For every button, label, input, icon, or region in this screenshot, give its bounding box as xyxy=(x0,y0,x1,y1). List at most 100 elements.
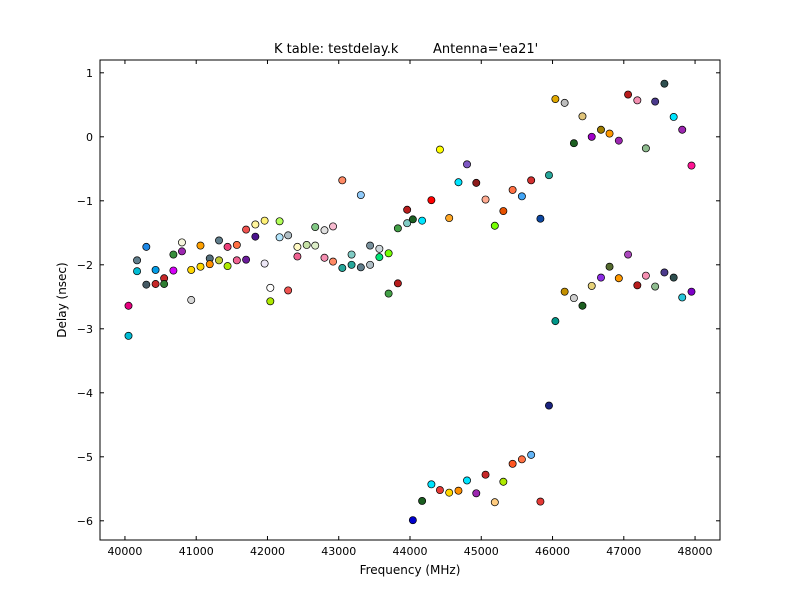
data-point xyxy=(275,233,284,242)
data-point xyxy=(215,236,223,245)
data-point xyxy=(356,263,365,272)
data-point xyxy=(536,497,545,506)
data-point xyxy=(293,242,302,251)
data-point xyxy=(375,244,384,253)
y-tick-label: 0 xyxy=(86,131,93,144)
data-point xyxy=(196,262,205,271)
data-point xyxy=(527,450,536,459)
data-point xyxy=(587,281,596,290)
data-point xyxy=(669,273,678,282)
data-point xyxy=(320,253,329,262)
data-point xyxy=(508,459,517,468)
data-point xyxy=(490,498,499,507)
x-axis-label: Frequency (MHz) xyxy=(360,563,461,577)
data-point xyxy=(320,226,329,235)
data-point xyxy=(454,486,463,495)
data-point xyxy=(517,192,526,201)
data-point xyxy=(375,253,384,262)
data-point xyxy=(527,176,536,185)
data-point xyxy=(669,113,678,121)
data-point xyxy=(597,125,605,134)
x-tick-label: 45000 xyxy=(464,545,499,558)
data-point xyxy=(347,260,356,269)
data-point xyxy=(347,250,356,259)
x-tick-label: 46000 xyxy=(535,545,570,558)
data-point xyxy=(445,214,454,223)
data-point xyxy=(614,274,623,283)
y-tick-label: −3 xyxy=(77,323,93,336)
data-point xyxy=(418,216,427,225)
data-point xyxy=(587,132,596,141)
data-point xyxy=(133,267,142,276)
data-point xyxy=(508,185,517,194)
data-point xyxy=(284,286,293,295)
data-point xyxy=(545,401,553,410)
data-point xyxy=(408,516,417,525)
axis-ticks: 40000 41000 42000 43000 44000 45000 46000 47000… xyxy=(77,60,720,558)
data-point xyxy=(187,265,196,274)
data-point xyxy=(205,260,214,269)
data-point xyxy=(678,293,687,302)
data-point xyxy=(569,139,578,148)
data-point xyxy=(160,280,169,288)
data-point xyxy=(366,241,375,250)
x-tick-label: 43000 xyxy=(321,545,356,558)
data-point xyxy=(463,476,471,485)
data-point xyxy=(124,331,133,340)
data-point xyxy=(266,297,275,306)
data-point xyxy=(633,96,642,105)
x-tick-label: 41000 xyxy=(179,545,214,558)
data-point xyxy=(551,95,560,103)
chart-title-left: K table: testdelay.k xyxy=(274,42,399,57)
x-tick-label: 44000 xyxy=(393,545,428,558)
data-point xyxy=(605,129,614,138)
data-point xyxy=(124,301,133,310)
data-point xyxy=(366,260,375,269)
data-point xyxy=(260,259,269,268)
data-point xyxy=(356,191,365,199)
data-point xyxy=(403,205,412,214)
data-point xyxy=(651,282,660,291)
data-point xyxy=(284,231,293,240)
data-point xyxy=(329,222,337,231)
data-point xyxy=(578,301,587,310)
data-point xyxy=(169,266,178,275)
data-point xyxy=(311,223,320,231)
y-tick-label: −1 xyxy=(77,195,93,208)
data-point xyxy=(151,265,160,274)
data-point xyxy=(275,217,284,226)
data-point xyxy=(133,256,142,265)
data-point xyxy=(196,241,205,250)
data-point xyxy=(481,470,490,479)
data-point xyxy=(472,178,481,187)
data-point xyxy=(624,250,633,259)
data-point xyxy=(687,287,696,296)
data-point xyxy=(338,176,347,185)
data-point xyxy=(560,287,569,296)
data-point xyxy=(641,144,650,153)
data-point xyxy=(551,317,560,326)
data-point xyxy=(536,214,545,223)
data-point xyxy=(178,247,186,256)
data-point xyxy=(187,296,196,304)
data-point xyxy=(660,79,669,88)
data-point xyxy=(651,97,660,106)
data-point xyxy=(302,241,311,249)
data-point xyxy=(560,98,569,107)
data-point xyxy=(499,207,508,215)
data-point xyxy=(614,136,623,145)
data-point xyxy=(338,264,347,272)
data-point xyxy=(393,224,402,233)
x-tick-label: 42000 xyxy=(250,545,285,558)
data-point xyxy=(481,195,490,204)
data-point xyxy=(569,294,578,303)
data-point xyxy=(251,220,260,229)
data-point xyxy=(266,283,275,292)
data-point xyxy=(223,242,232,251)
data-point xyxy=(418,497,427,505)
data-point xyxy=(232,256,241,265)
y-tick-label: 1 xyxy=(86,67,93,80)
data-point xyxy=(463,160,471,169)
data-point xyxy=(597,273,605,282)
data-point xyxy=(311,241,320,250)
